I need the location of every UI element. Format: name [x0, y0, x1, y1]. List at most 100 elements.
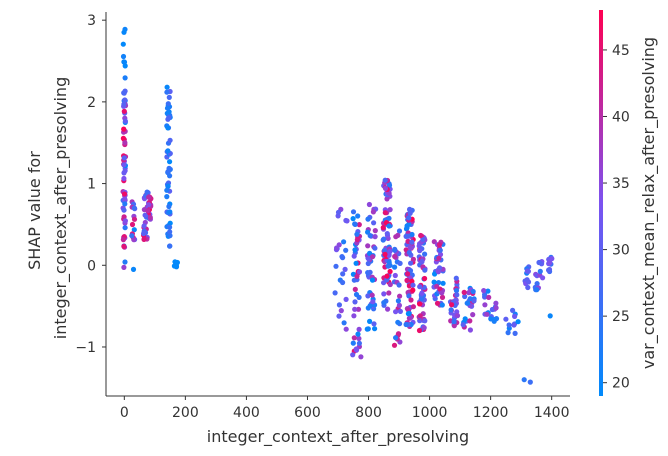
- x-tick-label: 200: [172, 405, 199, 421]
- scatter-point: [341, 320, 347, 326]
- scatter-point: [417, 284, 423, 290]
- scatter-point: [355, 306, 362, 312]
- scatter-point: [350, 352, 356, 358]
- y-axis-label-line-2: integer_context_after_presolving: [51, 77, 71, 339]
- scatter-point: [120, 237, 126, 243]
- scatter-point: [404, 233, 410, 239]
- scatter-point: [386, 252, 392, 258]
- scatter-point: [166, 94, 172, 100]
- scatter-point: [369, 292, 375, 298]
- scatter-point: [409, 239, 415, 245]
- scatter-point: [407, 210, 413, 216]
- scatter-point: [335, 209, 342, 215]
- scatter-point: [405, 271, 411, 277]
- colorbar-tick-label: 40: [612, 109, 630, 125]
- scatter-point: [485, 288, 491, 294]
- y-tick-label: 3: [87, 13, 96, 29]
- scatter-point: [366, 201, 372, 208]
- scatter-point: [486, 294, 492, 300]
- y-tick-label: 0: [87, 258, 96, 274]
- scatter-point: [434, 300, 441, 306]
- scatter-point: [381, 291, 387, 297]
- scatter-point: [371, 220, 377, 226]
- scatter-point: [146, 194, 152, 200]
- scatter-point: [462, 293, 468, 300]
- scatter-point: [381, 300, 387, 306]
- scatter-point: [491, 317, 497, 323]
- scatter-point: [120, 135, 126, 141]
- scatter-point: [385, 306, 391, 312]
- scatter-point: [451, 323, 457, 329]
- scatter-point: [431, 279, 437, 285]
- scatter-point: [131, 227, 137, 233]
- scatter-point: [525, 284, 531, 291]
- scatter-point: [343, 247, 349, 253]
- scatter-point: [333, 263, 339, 269]
- scatter-point: [356, 269, 363, 275]
- scatter-point: [506, 322, 512, 328]
- scatter-point: [439, 290, 445, 296]
- scatter-point: [353, 347, 360, 353]
- scatter-point: [453, 288, 460, 294]
- scatter-point: [406, 215, 412, 221]
- scatter-point: [451, 318, 457, 325]
- scatter-point: [167, 243, 173, 249]
- colorbar-ticks: 20 25 30 35 40 45: [603, 43, 630, 392]
- scatter-point: [365, 293, 371, 299]
- scatter-point: [453, 275, 459, 281]
- scatter-point: [370, 299, 376, 305]
- y-axis-ticks: −1 0 1 2 3: [75, 13, 106, 356]
- scatter-point: [167, 159, 173, 165]
- scatter-point: [365, 216, 371, 222]
- scatter-point: [356, 222, 362, 228]
- scatter-point: [465, 300, 471, 306]
- scatter-point: [540, 275, 546, 281]
- scatter-point: [547, 313, 553, 319]
- scatter-point: [410, 304, 416, 310]
- scatter-point: [436, 242, 442, 248]
- scatter-point: [352, 221, 358, 227]
- scatter-point: [141, 236, 147, 242]
- scatter-point: [341, 239, 347, 245]
- scatter-point: [397, 260, 403, 266]
- scatter-point: [454, 292, 460, 298]
- scatter-point: [549, 256, 555, 262]
- x-tick-label: 800: [355, 405, 382, 421]
- scatter-point: [141, 223, 147, 229]
- scatter-point: [396, 282, 402, 288]
- scatter-point: [467, 296, 473, 302]
- scatter-point: [358, 354, 364, 360]
- scatter-point: [482, 292, 488, 298]
- scatter-point: [121, 214, 127, 220]
- scatter-point: [121, 101, 127, 107]
- scatter-point: [342, 266, 348, 272]
- scatter-point: [391, 342, 398, 348]
- scatter-point: [395, 319, 401, 325]
- scatter-point: [164, 84, 170, 90]
- scatter-point: [350, 209, 357, 215]
- scatter-point: [409, 278, 415, 284]
- scatter-point: [366, 256, 372, 262]
- scatter-point: [381, 236, 387, 242]
- scatter-point: [436, 255, 442, 261]
- scatter-point: [355, 213, 361, 219]
- y-axis-label: SHAP value for integer_context_after_pre…: [25, 77, 71, 339]
- scatter-point: [167, 173, 173, 179]
- scatter-point: [372, 326, 378, 332]
- scatter-point: [392, 246, 398, 252]
- scatter-point: [422, 267, 428, 273]
- scatter-point: [121, 108, 127, 114]
- scatter-point: [356, 340, 362, 346]
- scatter-point: [120, 41, 126, 47]
- scatter-point: [393, 234, 399, 240]
- scatter-point: [338, 308, 344, 314]
- scatter-point: [370, 209, 376, 215]
- scatter-point: [121, 126, 127, 132]
- colorbar-tick-label: 25: [612, 309, 630, 325]
- scatter-point: [417, 301, 423, 307]
- scatter-point: [122, 75, 128, 81]
- scatter-point: [365, 305, 371, 311]
- scatter-point: [350, 340, 356, 346]
- scatter-point: [372, 234, 378, 240]
